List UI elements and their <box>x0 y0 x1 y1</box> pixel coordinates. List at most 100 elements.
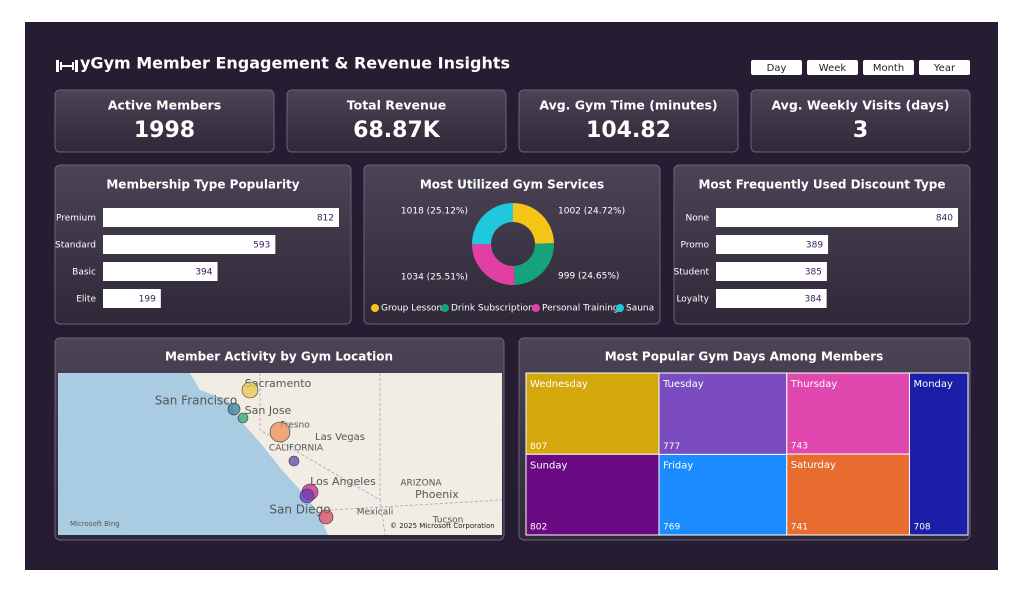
donut-slice <box>472 244 515 286</box>
kpi-label: Avg. Weekly Visits (days) <box>771 98 949 113</box>
tile-value: 807 <box>530 442 547 452</box>
kpi-value: 3 <box>853 118 868 143</box>
filter-button-label: Day <box>767 63 787 74</box>
map-place-label: Fresno <box>280 421 310 431</box>
map-attribution: © 2025 Microsoft Corporation <box>390 522 495 530</box>
y-tick-label: Basic <box>72 268 96 278</box>
data-label: 840 <box>936 214 953 224</box>
filter-button[interactable] <box>919 60 970 75</box>
kpi-label: Avg. Gym Time (minutes) <box>539 98 717 113</box>
y-tick-label: None <box>686 214 710 224</box>
bar <box>103 289 161 308</box>
location-bubble <box>269 421 291 443</box>
location-bubble <box>288 455 300 467</box>
tile-label: Friday <box>663 460 693 471</box>
tile-value: 802 <box>530 523 547 533</box>
map-border <box>259 373 503 536</box>
treemap-tile <box>658 453 788 536</box>
filter-button[interactable] <box>751 60 802 75</box>
filter-button-label: Week <box>819 63 847 74</box>
data-label: 1034 (25.51%) <box>401 273 468 283</box>
treemap-tile <box>786 453 910 536</box>
tile-label: Wednesday <box>530 379 588 390</box>
legend-marker <box>532 304 540 312</box>
treemap-tile <box>525 453 660 536</box>
chart-title: Member Activity by Gym Location <box>165 350 393 364</box>
filter-button-label: Month <box>873 63 904 74</box>
treemap-tile <box>658 372 788 455</box>
treemap-tile <box>908 372 969 536</box>
tile-label: Monday <box>913 379 953 390</box>
dashboard-title: yGym Member Engagement & Revenue Insight… <box>80 54 510 73</box>
data-label: 812 <box>317 214 334 224</box>
bar <box>716 262 827 281</box>
donut-slice <box>471 203 513 245</box>
data-label: 389 <box>806 241 823 251</box>
bar <box>103 235 276 254</box>
kpi-label: Total Revenue <box>347 98 447 113</box>
map-place-label: San Diego <box>269 503 330 517</box>
logo <box>56 60 78 72</box>
legend-label: Sauna <box>626 304 654 314</box>
map-ocean <box>58 373 328 535</box>
bar <box>716 289 827 308</box>
filter-button-label: Year <box>933 63 956 74</box>
legend-label: Drink Subscription <box>451 304 534 314</box>
donut-slice <box>513 203 554 244</box>
data-label: 199 <box>139 295 156 305</box>
chart-title: Most Frequently Used Discount Type <box>698 178 945 192</box>
chart-title: Most Popular Gym Days Among Members <box>605 350 884 364</box>
location-bubble <box>241 381 259 399</box>
map-place-label: San Francisco <box>155 394 237 408</box>
chart-title: Membership Type Popularity <box>106 178 299 192</box>
y-tick-label: Student <box>674 268 710 278</box>
data-label: 384 <box>804 295 821 305</box>
y-tick-label: Elite <box>76 295 96 305</box>
map-place-label: CALIFORNIA <box>269 444 324 454</box>
data-label: 385 <box>805 268 822 278</box>
location-bubble <box>299 488 315 504</box>
map-place-label: Mexicali <box>357 508 393 518</box>
tile-value: 777 <box>663 442 680 452</box>
bar <box>103 208 339 227</box>
legend-marker <box>371 304 379 312</box>
map: Sacramento San Francisco San Jose Fresno Las… <box>58 373 503 536</box>
map-attribution: Microsoft Bing <box>70 520 120 528</box>
legend-marker <box>616 304 624 312</box>
y-tick-label: Loyalty <box>676 295 709 305</box>
data-label: 1018 (25.12%) <box>401 207 468 217</box>
location-bubble <box>237 412 249 424</box>
chart-title: Most Utilized Gym Services <box>420 178 604 192</box>
y-tick-label: Standard <box>55 241 96 251</box>
tile-label: Thursday <box>790 379 838 390</box>
data-label: 1002 (24.72%) <box>558 207 625 217</box>
data-label: 394 <box>195 268 212 278</box>
map-place-label: Tucson <box>432 516 464 526</box>
filter-button[interactable] <box>807 60 858 75</box>
tile-label: Tuesday <box>662 379 704 390</box>
card <box>750 89 971 153</box>
location-bubble <box>227 402 241 416</box>
data-label: 593 <box>253 241 270 251</box>
data-label: 999 (24.65%) <box>558 272 619 282</box>
bar <box>716 235 829 254</box>
card <box>54 89 275 153</box>
card <box>363 164 661 325</box>
location-bubble <box>318 509 334 525</box>
map-place-label: San Jose <box>245 404 292 417</box>
tile-value: 769 <box>663 523 680 533</box>
tile-value: 743 <box>791 442 808 452</box>
treemap-tile <box>786 372 910 455</box>
card <box>518 89 739 153</box>
tile-value: 708 <box>913 523 930 533</box>
filter-button[interactable] <box>863 60 914 75</box>
map-place-label: Las Vegas <box>315 432 365 443</box>
card <box>286 89 507 153</box>
tile-value: 741 <box>791 523 808 533</box>
kpi-label: Active Members <box>108 98 221 113</box>
map-place-label: Los Angeles <box>310 475 376 488</box>
map-place-label: Phoenix <box>415 488 459 501</box>
kpi-value: 104.82 <box>586 118 671 143</box>
